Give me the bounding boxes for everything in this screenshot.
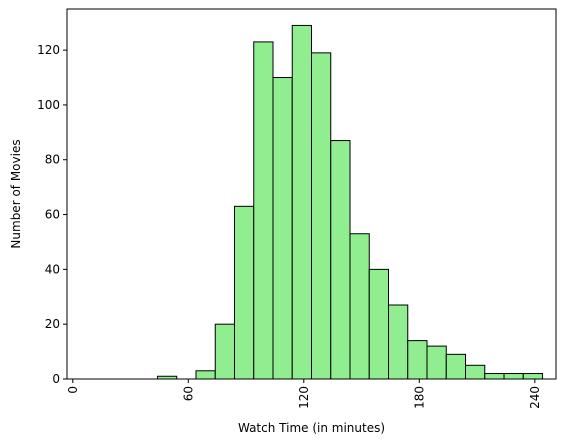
histogram-bar [484,373,505,380]
histogram-bar [214,323,235,380]
y-tick-label: 80 [45,153,60,167]
x-axis-label: Watch Time (in minutes) [238,421,385,435]
histogram-bar [195,370,216,380]
plot-frame [66,8,557,380]
histogram-bar [407,340,428,380]
y-axis-label: Number of Movies [9,139,23,248]
bars-layer [156,24,544,380]
histogram-bar [349,233,370,380]
x-tick-label: 240 [528,386,542,409]
y-tick-label: 20 [45,317,60,331]
x-tick-label: 60 [181,386,195,401]
y-tick-label: 100 [37,98,60,112]
histogram-bar [522,373,544,380]
histogram-bar [465,364,486,380]
histogram-bar [426,345,447,380]
y-tick-label: 120 [37,43,60,57]
histogram-bar [311,52,332,380]
histogram-bar [388,304,409,380]
histogram-bar [272,77,293,380]
x-axis: 0 60 120 180 240 [66,379,542,409]
histogram-bar [253,41,274,380]
histogram-bar [330,140,351,380]
x-tick-label: 180 [412,386,426,409]
x-tick-label: 120 [297,386,311,409]
y-tick-label: 40 [45,262,60,276]
histogram-bar [445,353,467,380]
histogram-bar [233,205,255,380]
y-axis: 0 20 40 60 80 100 120 [37,43,67,386]
histogram-bar [503,373,524,380]
y-tick-label: 0 [52,372,60,386]
histogram-bar [368,268,390,380]
x-tick-label: 0 [66,386,80,394]
histogram-bar [291,24,312,380]
y-tick-label: 60 [45,208,60,222]
